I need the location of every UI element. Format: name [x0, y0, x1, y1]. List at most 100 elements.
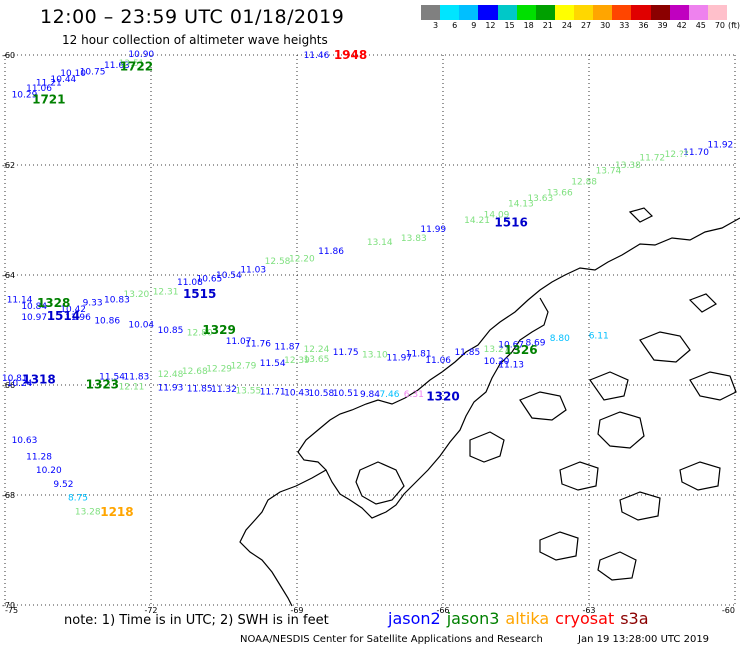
wave-height-label: 10.63 — [12, 436, 38, 446]
wave-height-label: 13.27 — [484, 345, 510, 355]
wave-height-label: 11.93 — [158, 384, 184, 394]
wave-height-label: 10.84 — [21, 302, 47, 312]
pass-time-label: 1722 — [120, 59, 153, 73]
coastline-island-8 — [559, 461, 599, 491]
pass-time-label: 1516 — [494, 216, 527, 230]
wave-height-label: 12.?? — [665, 150, 689, 160]
color-scale-label: 6 — [452, 21, 458, 30]
pass-time-label: 1318 — [22, 372, 55, 386]
coastline-island-5 — [597, 411, 645, 449]
coastline-inner — [325, 297, 549, 519]
wave-height-label: 11.54 — [99, 373, 125, 383]
wave-height-label: 12.48 — [158, 370, 184, 380]
wave-height-label: 10.58 — [308, 389, 334, 399]
lon-tick-label: -75 — [5, 606, 18, 615]
wave-height-label: 10.43 — [284, 388, 310, 398]
wave-height-label: 12.68 — [182, 367, 208, 377]
wave-height-label: 9.84 — [360, 390, 380, 400]
lat-tick-label: -62 — [2, 161, 15, 170]
wave-height-label: 11.63 — [104, 61, 130, 71]
wave-height-label: 11.06 — [26, 84, 52, 94]
color-scale-bar — [421, 5, 727, 20]
wave-height-label: 12.31 — [153, 287, 179, 297]
color-swatch-11 — [631, 5, 651, 20]
wave-height-label: 13.38 — [615, 161, 641, 171]
wave-height-label: 12.24 — [304, 345, 330, 355]
pass-time-label: 1948 — [334, 48, 367, 62]
lat-tick-label: -66 — [2, 381, 15, 390]
lat-tick-label: -64 — [2, 271, 15, 280]
footer-credit: NOAA/NESDIS Center for Satellite Applica… — [240, 634, 543, 645]
wave-height-label: 9.52 — [53, 480, 73, 490]
wave-height-label: 11.06 — [425, 356, 451, 366]
color-scale-label: 18 — [523, 21, 534, 30]
color-scale-label: 30 — [600, 21, 611, 30]
color-scale-label: 24 — [561, 21, 572, 30]
color-swatch-9 — [593, 5, 613, 20]
color-swatch-10 — [612, 5, 632, 20]
pass-time-label: 1323 — [86, 377, 119, 391]
wave-height-label: 10.24 — [7, 379, 33, 389]
color-scale-label: 9 — [471, 21, 477, 30]
wave-height-label: 12.88 — [571, 177, 597, 187]
coastline-island-14 — [688, 293, 717, 313]
pass-time-label: 1515 — [183, 287, 216, 301]
wave-height-label: 11.83 — [124, 373, 150, 383]
wave-height-label: 12.29 — [206, 364, 232, 374]
wave-height-label: 10.51 — [333, 389, 359, 399]
wave-height-label: 11.03 — [240, 265, 266, 275]
wave-height-label: 11.97 — [386, 353, 412, 363]
satellite-legend-s3a: s3a — [620, 609, 649, 628]
lon-tick-label: -69 — [290, 606, 303, 615]
pass-time-label: 1721 — [32, 92, 65, 106]
wave-height-label: 13.51 — [119, 59, 145, 69]
lat-tick-label: -60 — [2, 51, 15, 60]
wave-height-label: 11.13 — [498, 360, 524, 370]
coastline-island-4 — [589, 371, 629, 401]
wave-height-label: 10.54 — [216, 271, 242, 281]
wave-height-label: 13.83 — [401, 234, 427, 244]
color-swatch-5 — [516, 5, 536, 20]
wave-height-label: 8.80 — [550, 334, 570, 344]
coastline-island-12 — [597, 551, 637, 581]
color-scale-label: 15 — [504, 21, 515, 30]
color-scale-label: 70 — [714, 21, 725, 30]
color-swatch-2 — [459, 5, 479, 20]
wave-height-label: 13.74 — [596, 166, 622, 176]
wave-height-label: 11.72 — [639, 154, 665, 164]
color-scale-label: 39 — [657, 21, 668, 30]
lon-tick-label: -63 — [582, 606, 595, 615]
color-scale-label: 27 — [580, 21, 592, 30]
wave-height-label: 13.10 — [362, 351, 388, 361]
page-title: 12:00 – 23:59 UTC 01/18/2019 — [40, 6, 345, 28]
coastline-island-11 — [539, 531, 579, 561]
coastline-island-7 — [689, 371, 737, 401]
wave-height-label: 14.13 — [508, 199, 534, 209]
wave-height-label: 10.10 — [60, 69, 86, 79]
color-scale-label: 42 — [676, 21, 687, 30]
satellite-legend: jason2 jason3 altika cryosat s3a — [388, 609, 655, 628]
footer-timestamp: Jan 19 13:28:00 UTC 2019 — [578, 634, 710, 645]
wave-height-label: 11.08 — [177, 278, 203, 288]
pass-time-label: 1329 — [202, 323, 235, 337]
wave-height-label: 8.75 — [68, 494, 88, 504]
wave-height-label: 11.71 — [260, 387, 286, 397]
wave-height-label: 10.65 — [197, 275, 223, 285]
wave-height-label: 11.75 — [333, 348, 359, 358]
satellite-legend-jason3: jason3 — [446, 609, 500, 628]
wave-height-label: 11.28 — [26, 452, 52, 462]
color-swatch-14 — [688, 5, 708, 20]
satellite-legend-altika: altika — [505, 609, 550, 628]
pass-time-label: 1326 — [504, 343, 537, 357]
coastline-island-3 — [519, 391, 567, 421]
wave-height-label: 10.44 — [51, 75, 77, 85]
coastline-island-2 — [469, 431, 505, 463]
wave-height-label: 11.07 — [226, 337, 252, 347]
wave-height-label: 13.63 — [527, 194, 553, 204]
color-scale-labels: 3 6 9 12 15 18 21 24 27 30 33 36 39 42 45 70 — [421, 21, 727, 33]
wave-height-label: 11.32 — [211, 385, 237, 395]
color-swatch-1 — [440, 5, 460, 20]
wave-height-label: 12.58 — [265, 257, 291, 267]
